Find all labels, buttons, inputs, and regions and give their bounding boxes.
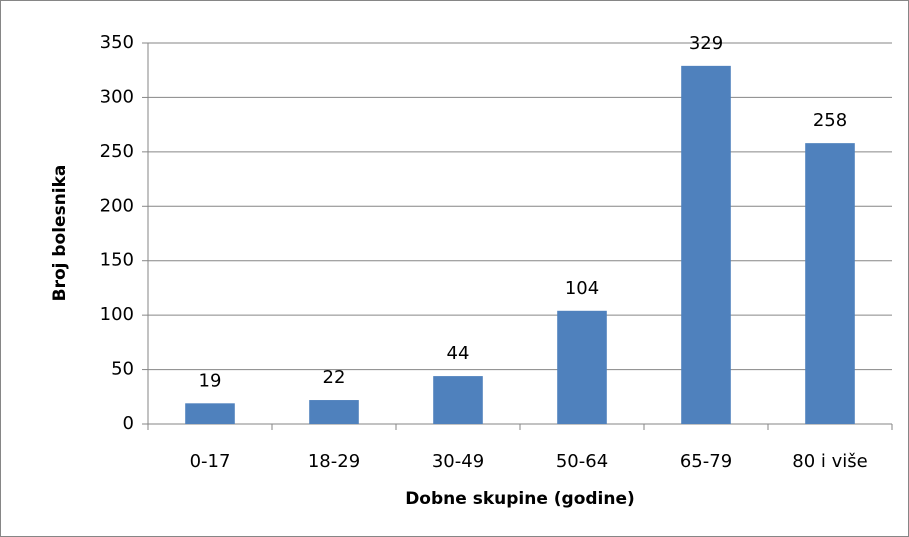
x-axis-title: Dobne skupine (godine)	[405, 489, 635, 509]
x-tick-label: 50-64	[556, 451, 608, 472]
data-label: 44	[447, 343, 470, 364]
data-label: 104	[565, 278, 599, 299]
y-tick-label: 300	[100, 86, 134, 107]
bar	[681, 65, 731, 425]
bar	[805, 143, 855, 425]
y-tick-label: 250	[100, 141, 134, 162]
bar	[433, 376, 483, 424]
x-tick-label: 30-49	[432, 451, 484, 472]
y-tick-label: 0	[123, 413, 134, 434]
y-tick-label: 350	[100, 32, 134, 53]
bar	[557, 310, 607, 424]
data-label: 258	[813, 110, 847, 131]
bar	[185, 403, 235, 424]
y-tick-label: 50	[111, 359, 134, 380]
y-tick-label: 100	[100, 304, 134, 325]
x-tick-label: 65-79	[680, 451, 732, 472]
x-tick-label: 80 i više	[792, 451, 867, 472]
x-tick-label: 0-17	[190, 451, 231, 472]
bar	[309, 400, 359, 424]
y-axis-title: Broj bolesnika	[50, 165, 70, 302]
data-label: 19	[199, 370, 222, 391]
data-label: 22	[323, 367, 346, 388]
y-tick-label: 150	[100, 250, 134, 271]
y-tick-label: 200	[100, 195, 134, 216]
x-tick-label: 18-29	[308, 451, 360, 472]
data-label: 329	[689, 33, 723, 54]
